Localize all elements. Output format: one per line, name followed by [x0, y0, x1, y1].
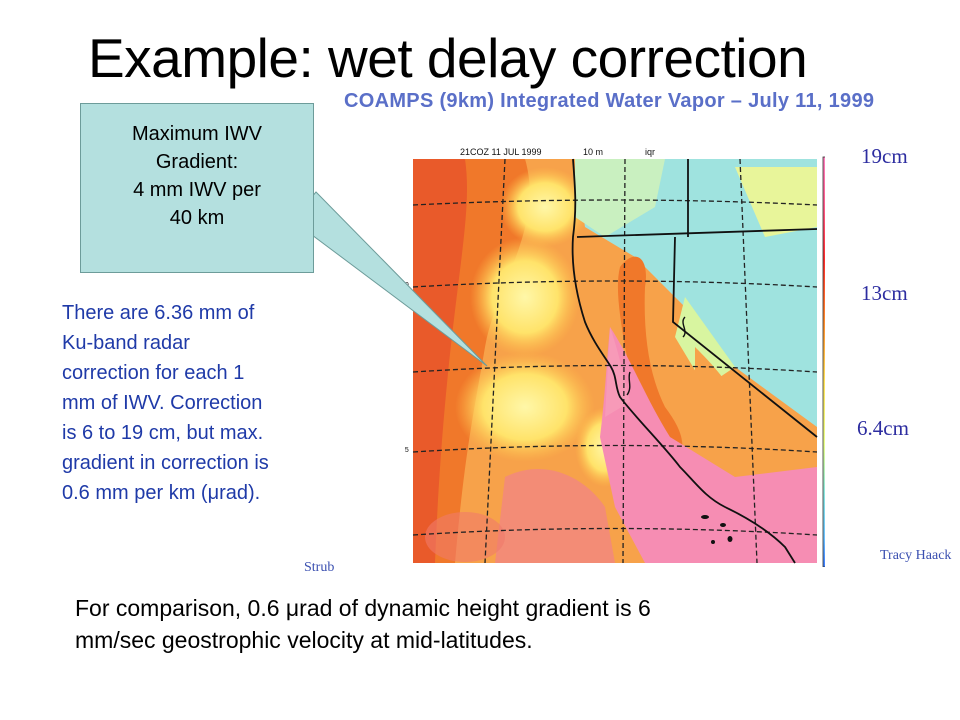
- scale-label-13cm: 13cm: [861, 281, 908, 305]
- map-header-time: 21COZ 11 JUL 1999: [460, 147, 542, 157]
- credit-strub: Strub: [304, 560, 335, 575]
- comparison-line-1: For comparison, 0.6 μrad of dynamic heig…: [75, 595, 651, 621]
- iwv-map-graphic: 21COZ 11 JUL 1999 10 m iqr 40 35 125 120…: [401, 147, 846, 575]
- iwv-map: 21COZ 11 JUL 1999 10 m iqr 40 35 125 120…: [401, 147, 846, 575]
- comparison-text: For comparison, 0.6 μrad of dynamic heig…: [75, 592, 895, 656]
- iwv-gradient-callout: Maximum IWV Gradient: 4 mm IWV per 40 km: [80, 103, 314, 273]
- callout-line-4: 40 km: [169, 207, 225, 229]
- note-line-3: correction for each 1: [62, 362, 245, 384]
- note-line-6: gradient in correction is: [62, 452, 269, 474]
- note-line-2: Ku-band radar: [62, 332, 190, 354]
- callout-line-1: Maximum IWV: [132, 123, 262, 145]
- map-header-field: iqr: [645, 147, 655, 157]
- ku-band-note: There are 6.36 mm of Ku-band radar corre…: [62, 298, 362, 508]
- map-title: COAMPS (9km) Integrated Water Vapor – Ju…: [344, 90, 875, 112]
- lat-label-35: 35: [405, 447, 409, 454]
- slide-title: Example: wet delay correction: [88, 27, 808, 89]
- callout-line-2: Gradient:: [155, 151, 239, 173]
- callout-line-3: 4 mm IWV per: [133, 179, 261, 201]
- credit-tracy-haack: Tracy Haack: [880, 548, 952, 563]
- note-line-1: There are 6.36 mm of: [62, 302, 255, 324]
- scale-label-19cm: 19cm: [861, 144, 908, 168]
- comparison-line-2: mm/sec geostrophic velocity at mid-latit…: [75, 627, 533, 653]
- map-header-level: 10 m: [583, 147, 603, 157]
- note-line-4: mm of IWV. Correction: [62, 392, 263, 414]
- scale-label-6-4cm: 6.4cm: [857, 416, 909, 440]
- note-line-7: 0.6 mm per km (μrad).: [62, 482, 261, 504]
- note-line-5: is 6 to 19 cm, but max.: [62, 422, 264, 444]
